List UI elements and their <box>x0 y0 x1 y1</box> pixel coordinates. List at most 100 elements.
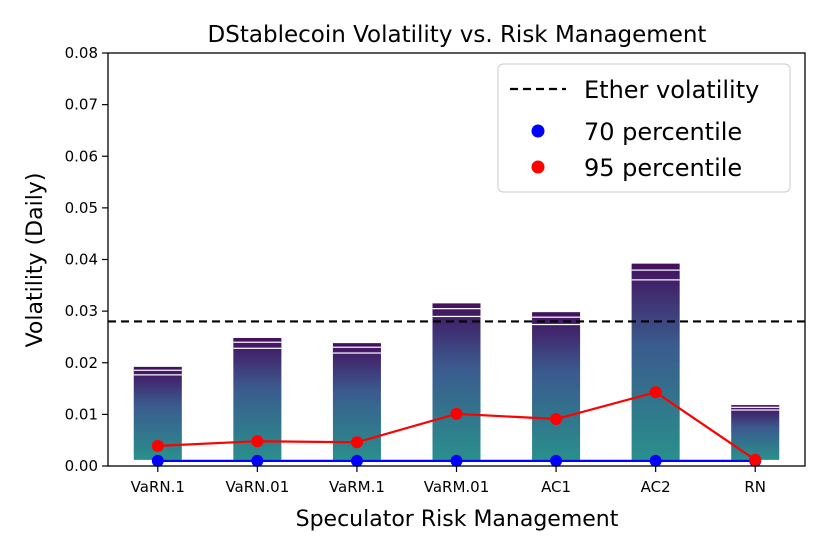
bar-strip <box>133 386 182 390</box>
bar-strip <box>432 443 481 447</box>
bar-gap <box>532 323 581 326</box>
bar-AC1 <box>532 312 581 460</box>
bar-strip <box>631 366 680 370</box>
bar-strip <box>532 443 581 447</box>
bar-strip <box>133 380 182 383</box>
bar-gap <box>532 316 581 318</box>
bar-strip <box>432 441 481 445</box>
bar-strip <box>631 384 680 388</box>
bar-strip <box>731 426 780 430</box>
bar-strip <box>432 371 481 375</box>
bar-strip <box>432 384 481 388</box>
bar-strip <box>631 441 680 445</box>
bar-strip <box>332 358 381 362</box>
bar-strip <box>233 397 282 401</box>
bar-strip <box>432 378 481 381</box>
bar-strip <box>631 410 680 414</box>
bar-strip <box>432 448 481 452</box>
bar-strip <box>731 409 780 413</box>
bar-strip <box>133 404 182 408</box>
bar-strip <box>133 415 182 419</box>
bar-strip <box>631 437 680 441</box>
bar-strip <box>532 435 581 438</box>
bar-strip <box>432 446 481 449</box>
bar-strip <box>332 426 381 430</box>
bar-strip <box>432 369 481 373</box>
bar-strip <box>532 450 581 454</box>
bar-strip <box>233 355 282 359</box>
bar-strip <box>233 390 282 394</box>
bar-strip <box>332 378 381 381</box>
bar-gap <box>233 347 282 349</box>
bar-strip <box>133 432 182 436</box>
series-point-70-percentile <box>450 454 463 467</box>
bar-strip <box>432 316 481 320</box>
bar-strip <box>133 382 182 386</box>
bar-strip <box>133 410 182 414</box>
bar-strip <box>532 312 581 315</box>
bar-strip <box>332 367 381 371</box>
bar-strip <box>432 318 481 322</box>
bar-strip <box>332 402 381 406</box>
bar-strip <box>731 450 780 454</box>
bar-strip <box>532 358 581 362</box>
bar-AC2 <box>631 263 680 460</box>
bar-strip <box>532 345 581 348</box>
series-point-70-percentile <box>550 454 563 467</box>
bar-strip <box>631 369 680 372</box>
bar-strip <box>532 384 581 388</box>
bar-strip <box>631 432 680 436</box>
bar-strip <box>631 360 680 364</box>
bar-strip <box>631 446 680 449</box>
bar-strip <box>631 452 680 456</box>
bar-strip <box>432 426 481 430</box>
bar-strip <box>432 356 481 359</box>
bar-strip <box>631 371 680 375</box>
bar-strip <box>432 303 481 307</box>
bar-strip <box>332 450 381 454</box>
bar-strip <box>631 435 680 438</box>
bar-strip <box>532 353 581 357</box>
bar-strip <box>631 338 680 342</box>
bar-strip <box>532 426 581 430</box>
bar-strip <box>133 371 182 375</box>
bar-gap <box>133 374 182 376</box>
bar-strip <box>432 402 481 405</box>
bar-strip <box>233 395 282 399</box>
bar-strip <box>631 450 680 454</box>
bar-strip <box>631 303 680 306</box>
bar-strip <box>532 408 581 412</box>
bar-strip <box>532 448 581 452</box>
bar-strip <box>332 452 381 456</box>
bar-strip <box>233 377 282 381</box>
bar-strip <box>731 424 780 428</box>
bar-strip <box>133 395 182 399</box>
legend-label: 95 percentile <box>584 154 742 182</box>
bar-strip <box>731 441 780 445</box>
bar-strip <box>233 432 282 436</box>
bar-gap <box>731 409 780 411</box>
y-tick-label: 0.04 <box>65 251 98 269</box>
bar-strip <box>631 318 680 322</box>
bar-strip <box>532 393 581 397</box>
bar-strip <box>332 347 381 351</box>
bar-strip <box>631 292 680 296</box>
y-tick-label: 0.00 <box>65 457 98 475</box>
bar-strip <box>532 424 581 427</box>
bar-strip <box>631 329 680 333</box>
bar-strip <box>133 397 182 401</box>
bar-gap <box>332 352 381 354</box>
bars-group <box>133 263 780 460</box>
bar-strip <box>731 444 780 447</box>
bar-strip <box>731 437 780 441</box>
bar-strip <box>532 356 581 359</box>
y-tick-label: 0.03 <box>65 302 98 320</box>
bar-strip <box>332 362 381 366</box>
bar-strip <box>233 360 282 363</box>
bar-strip <box>631 419 680 423</box>
bar-strip <box>631 263 680 267</box>
bar-strip <box>133 388 182 392</box>
bar-strip <box>532 329 581 333</box>
bar-strip <box>432 336 481 340</box>
bar-strip <box>432 364 481 368</box>
